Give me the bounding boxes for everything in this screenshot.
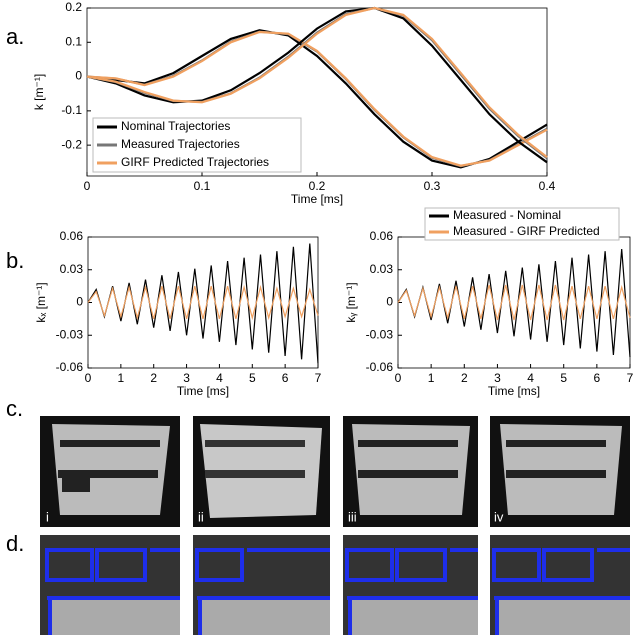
image-row-c: i ii iii iv <box>40 416 630 527</box>
x-tick-label: 2 <box>461 371 468 385</box>
y-tick-label: 0.1 <box>65 34 82 48</box>
y-tick-label: -0.03 <box>366 327 394 341</box>
legend-box <box>424 207 620 241</box>
panel-label: a. <box>6 24 24 49</box>
series-line <box>86 6 548 158</box>
panel-label: d. <box>6 531 24 556</box>
y-tick-label: 0.03 <box>60 262 84 276</box>
x-tick-label: 0 <box>84 179 91 193</box>
y-tick-label: -0.03 <box>56 327 84 341</box>
plot-area <box>397 236 631 369</box>
image-label: ii <box>198 509 204 524</box>
image-label: iii <box>348 509 357 524</box>
y-axis-label: k [m⁻¹] <box>32 74 46 110</box>
x-tick-label: 5 <box>249 371 256 385</box>
x-tick-label: 0 <box>395 371 402 385</box>
legend-box <box>92 117 302 173</box>
x-tick-label: 3 <box>183 371 190 385</box>
series-line <box>397 284 631 321</box>
y-tick-label: 0 <box>75 69 82 83</box>
x-tick-label: 1 <box>428 371 435 385</box>
image-row-d <box>40 535 630 635</box>
x-tick-label: 6 <box>594 371 601 385</box>
x-tick-label: 4 <box>527 371 534 385</box>
x-axis-label: Time [ms] <box>488 384 540 398</box>
y-axis-label: kₓ [m⁻¹] <box>34 282 48 322</box>
x-tick-label: 4 <box>216 371 223 385</box>
x-tick-label: 5 <box>560 371 567 385</box>
y-tick-label: 0.06 <box>60 229 84 243</box>
series-line <box>87 243 319 364</box>
x-axis-label: Time [ms] <box>291 192 343 206</box>
x-tick-label: 2 <box>150 371 157 385</box>
y-tick-label: -0.1 <box>61 103 82 117</box>
image-label: i <box>46 509 49 524</box>
y-tick-label: 0 <box>76 295 83 309</box>
x-tick-label: 0 <box>85 371 92 385</box>
legend-label: Nominal Trajectories <box>121 119 230 133</box>
panel-label: c. <box>6 396 23 421</box>
legend-label: Measured - Nominal <box>453 208 561 222</box>
y-tick-label: 0.03 <box>370 262 394 276</box>
x-tick-label: 6 <box>282 371 289 385</box>
series-line <box>397 248 631 358</box>
series-line <box>87 284 319 321</box>
x-tick-label: 3 <box>494 371 501 385</box>
y-tick-label: -0.2 <box>61 137 82 151</box>
y-axis-label: kᵧ [m⁻¹] <box>344 282 358 322</box>
series-line <box>86 30 548 167</box>
series-line <box>86 6 548 164</box>
y-tick-label: 0 <box>386 295 393 309</box>
y-tick-label: 0.06 <box>370 229 394 243</box>
x-axis-label: Time [ms] <box>177 384 229 398</box>
x-tick-label: 1 <box>118 371 125 385</box>
plot-area <box>87 236 319 369</box>
x-tick-label: 7 <box>627 371 634 385</box>
legend-label: GIRF Predicted Trajectories <box>121 155 269 169</box>
y-tick-label: -0.06 <box>366 360 394 374</box>
x-tick-label: 0.2 <box>309 179 326 193</box>
y-tick-label: -0.06 <box>56 360 84 374</box>
x-tick-label: 0.1 <box>194 179 211 193</box>
legend-label: Measured Trajectories <box>121 137 240 151</box>
y-tick-label: 0.2 <box>65 0 82 14</box>
panel-label: b. <box>6 248 24 273</box>
legend-label: Measured - GIRF Predicted <box>453 224 600 238</box>
x-tick-label: 0.4 <box>539 179 556 193</box>
image-label: iv <box>494 509 504 524</box>
x-tick-label: 7 <box>315 371 322 385</box>
x-tick-label: 0.3 <box>424 179 441 193</box>
